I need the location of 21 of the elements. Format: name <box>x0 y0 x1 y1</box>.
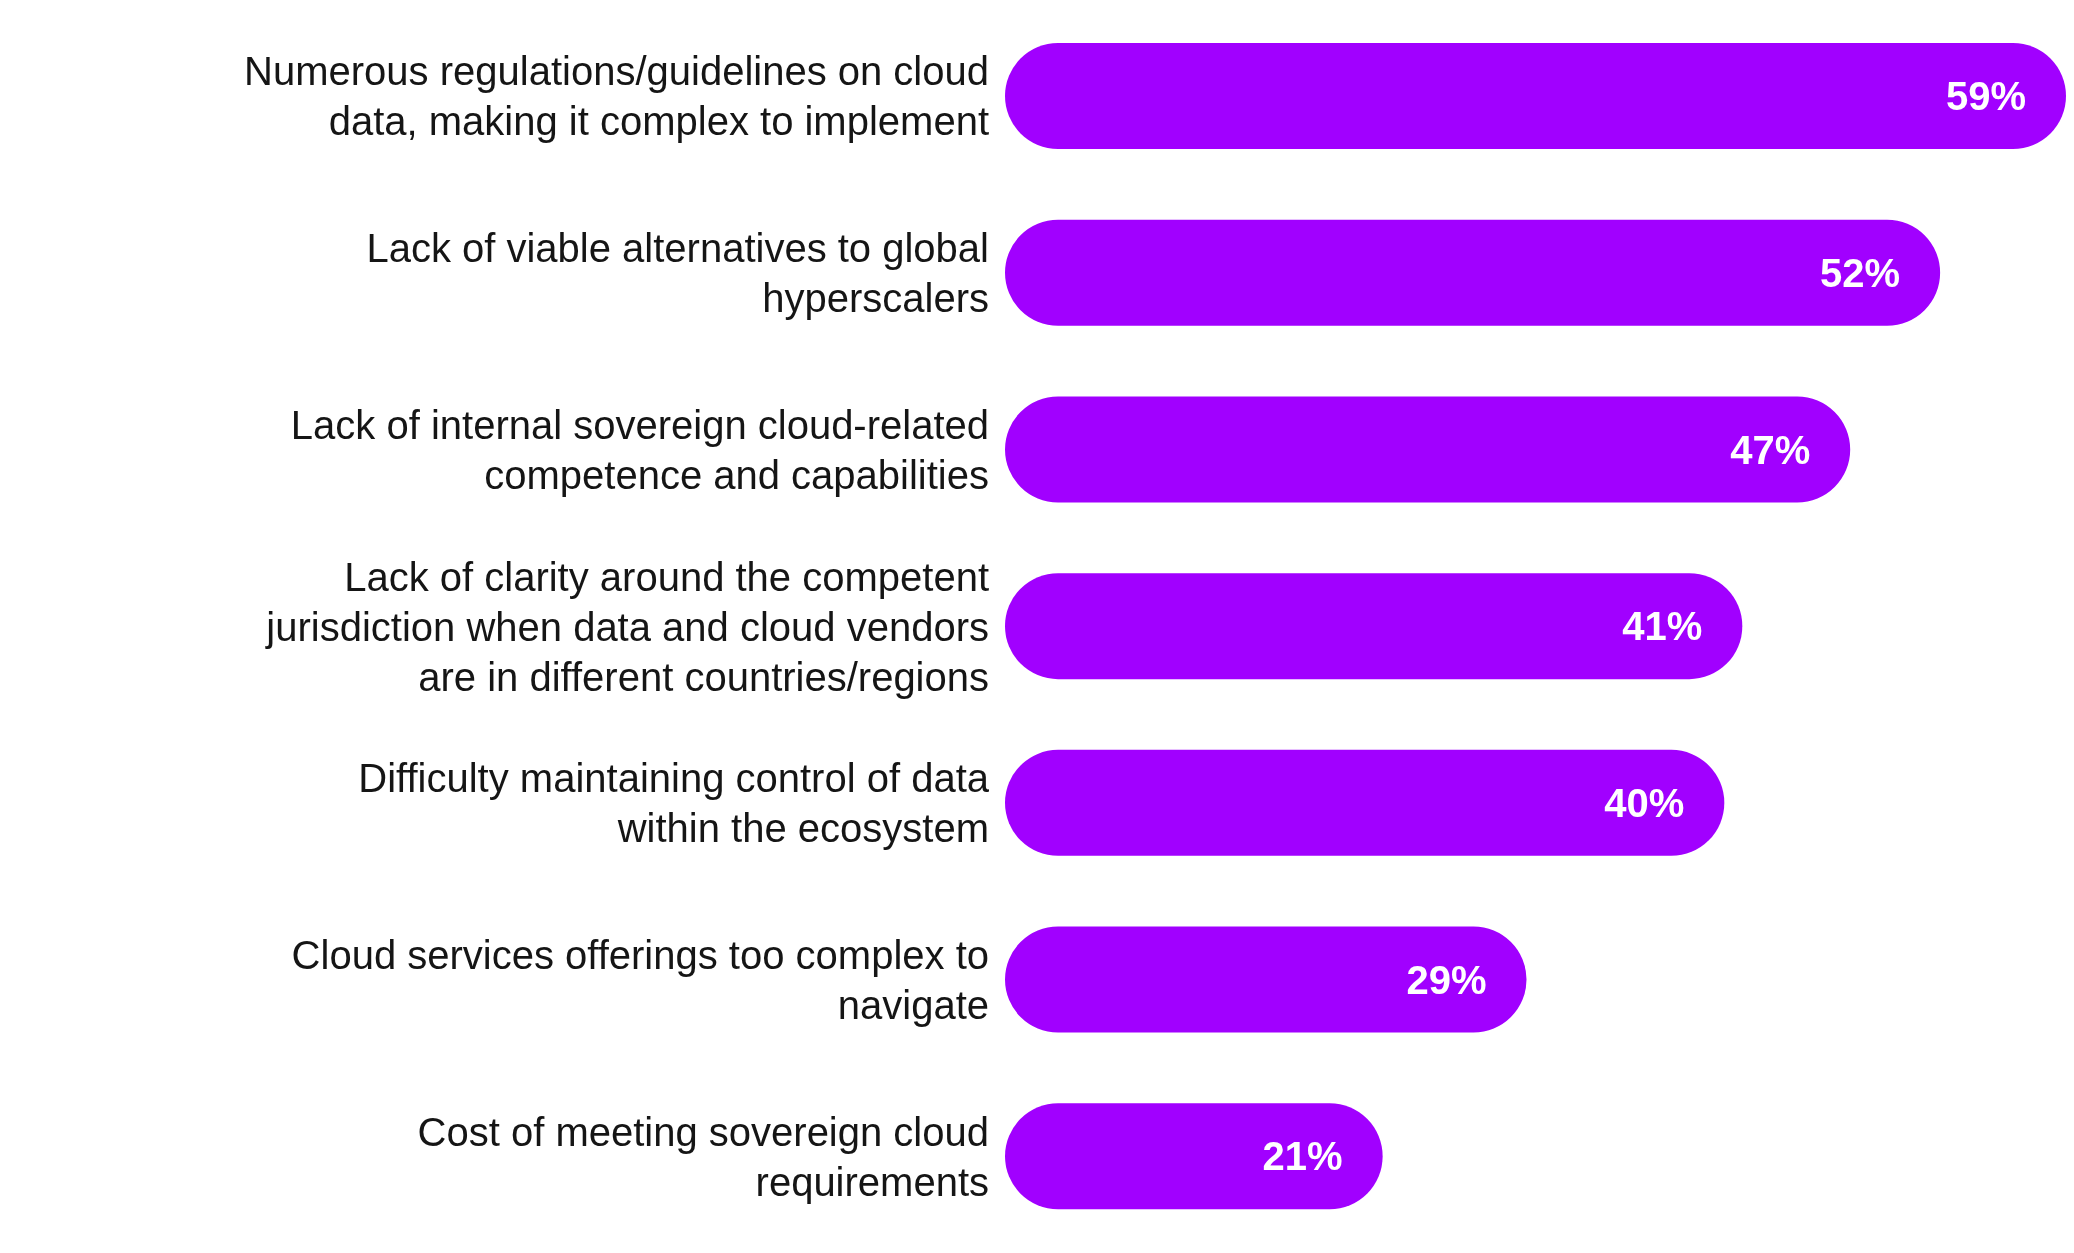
data-label: 52% <box>1820 250 1901 295</box>
data-label: 29% <box>1406 957 1487 1002</box>
y-tick-label: Lack of internal sovereign cloud-related competence and capabilities <box>290 402 989 497</box>
data-label: 21% <box>1262 1134 1343 1179</box>
y-tick-label: Lack of viable alternatives to global hyperscalers <box>366 226 989 321</box>
bar <box>1005 219 1941 326</box>
bar <box>1005 396 1851 503</box>
bar <box>1005 573 1743 680</box>
bar <box>1005 749 1725 856</box>
y-tick-label: Cloud services offerings too complex to navigate <box>291 932 989 1027</box>
y-tick-label: Lack of clarity around the competent jurisdiction when data and cloud vendors are in different countries/regions <box>265 554 989 699</box>
y-tick-label: Cost of meeting sovereign cloud requirements <box>417 1109 989 1204</box>
data-label: 59% <box>1945 74 2026 119</box>
bar <box>1005 1103 1383 1210</box>
data-label: 41% <box>1622 604 1703 649</box>
bar <box>1005 43 2066 149</box>
data-label: 47% <box>1730 427 1811 472</box>
y-tick-label: Numerous regulations/guidelines on cloud data, making it complex to implement <box>244 49 989 144</box>
bar <box>1005 926 1527 1033</box>
data-label: 40% <box>1604 781 1685 826</box>
y-tick-label: Difficulty maintaining control of data within the ecosystem <box>358 756 990 851</box>
